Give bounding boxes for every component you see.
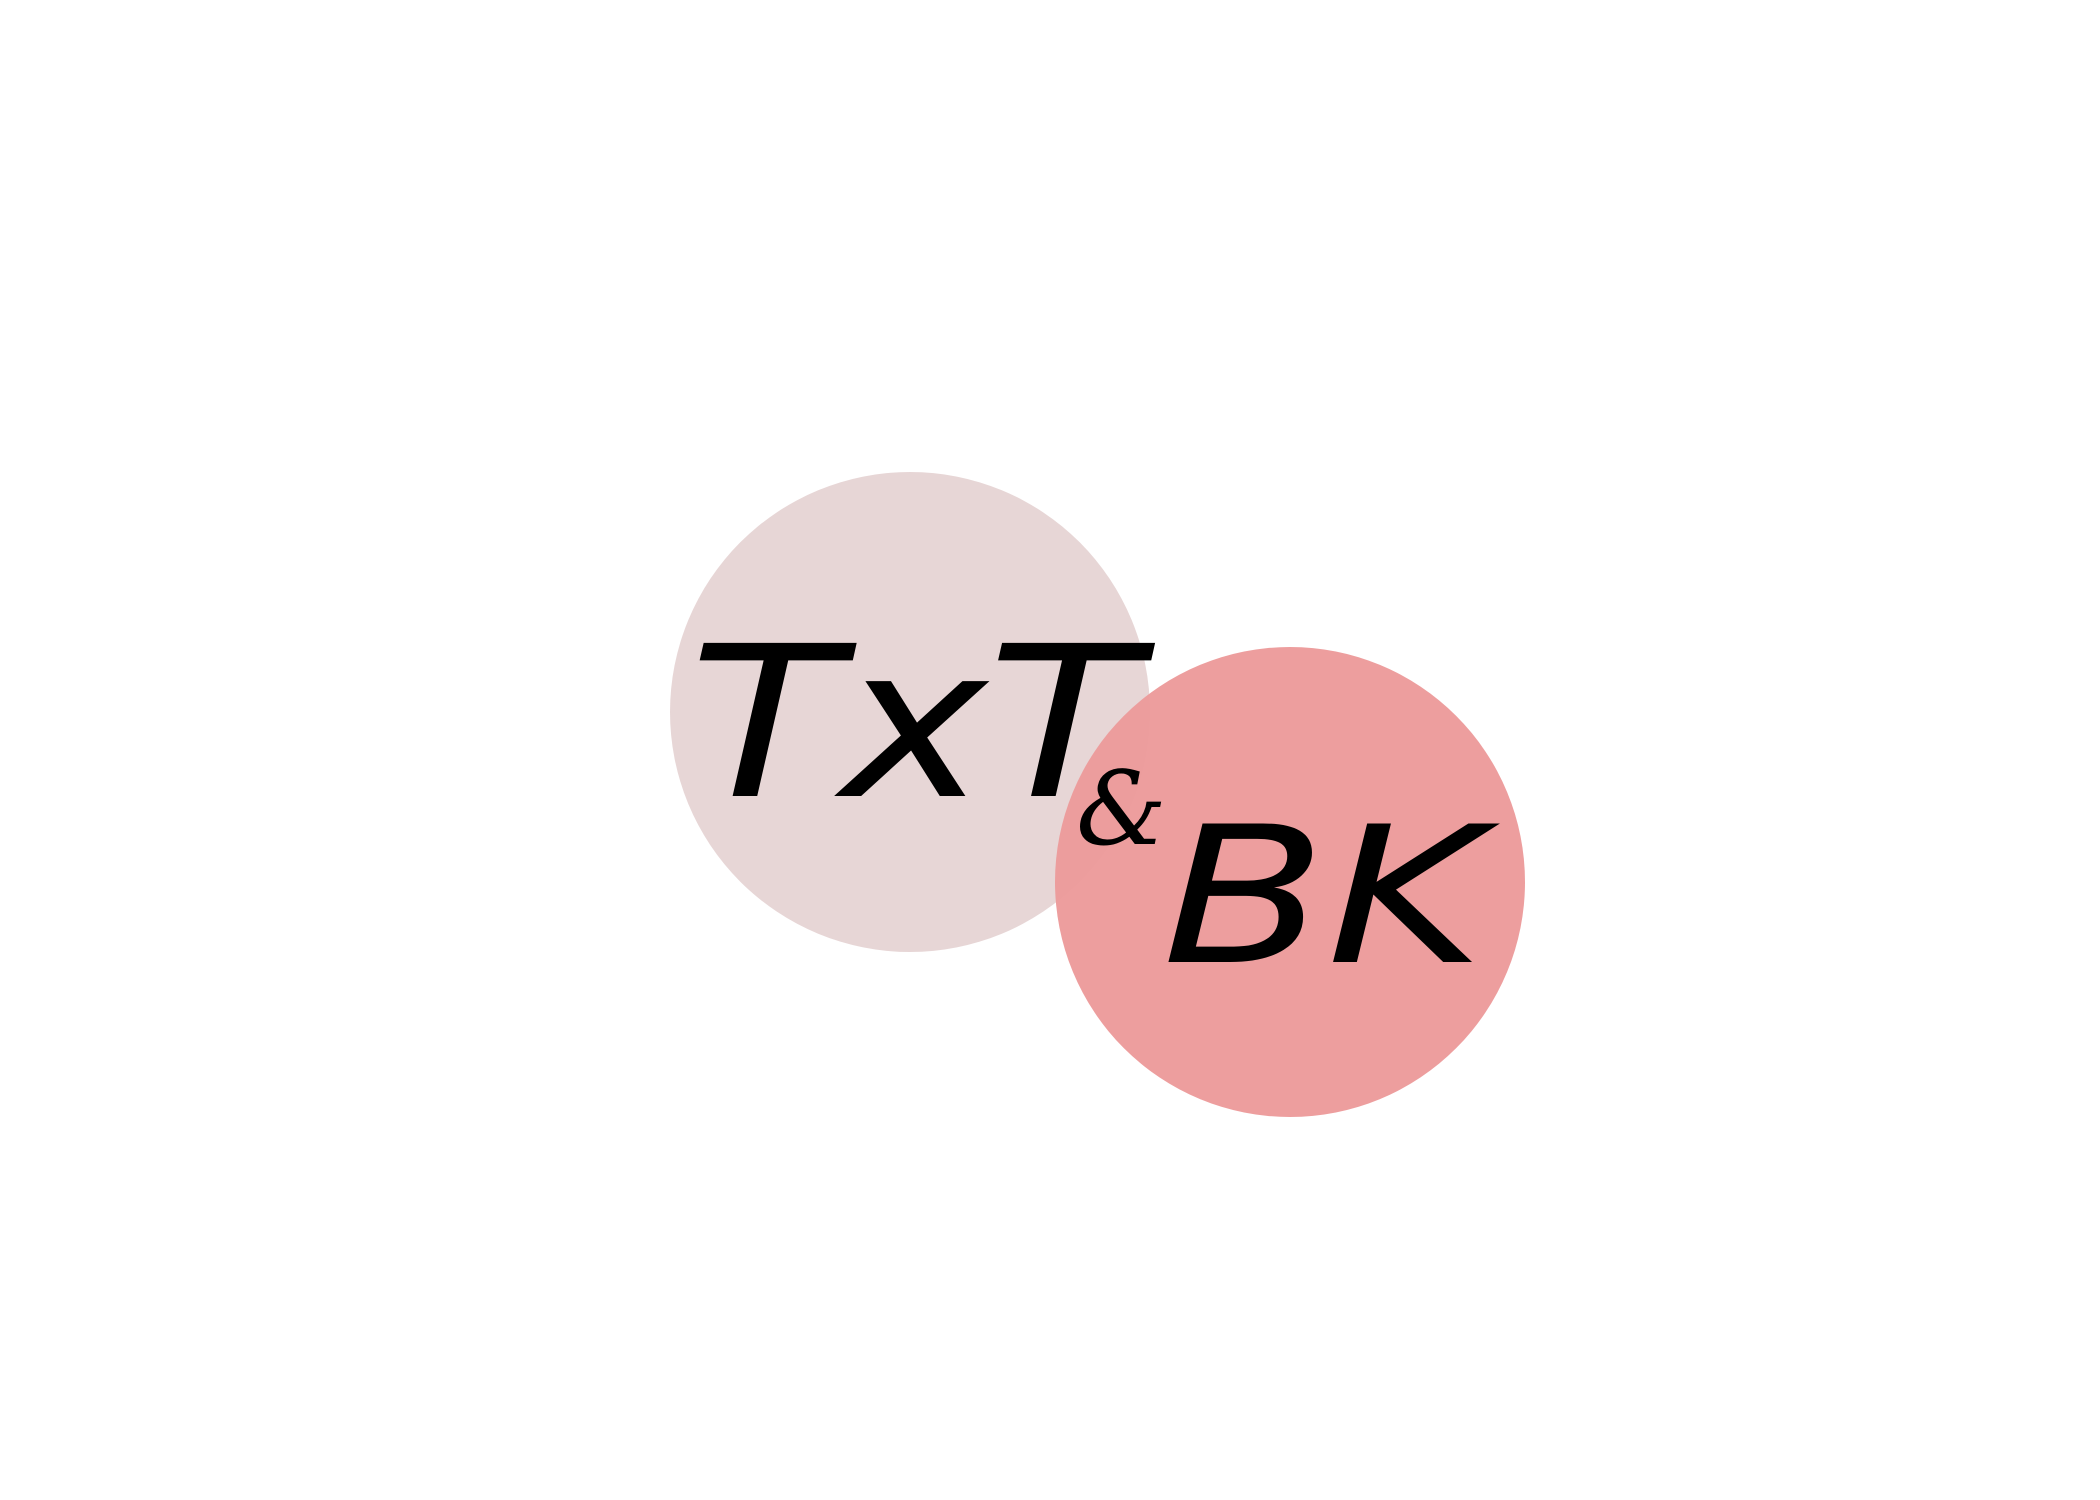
wordmark-txt: TxT [689,601,1155,846]
right-circle [1055,647,1525,1117]
wordmark-ampersand: & [1076,750,1167,869]
left-circle [670,472,1150,952]
wordmark-bk: BK [1162,786,1501,1007]
